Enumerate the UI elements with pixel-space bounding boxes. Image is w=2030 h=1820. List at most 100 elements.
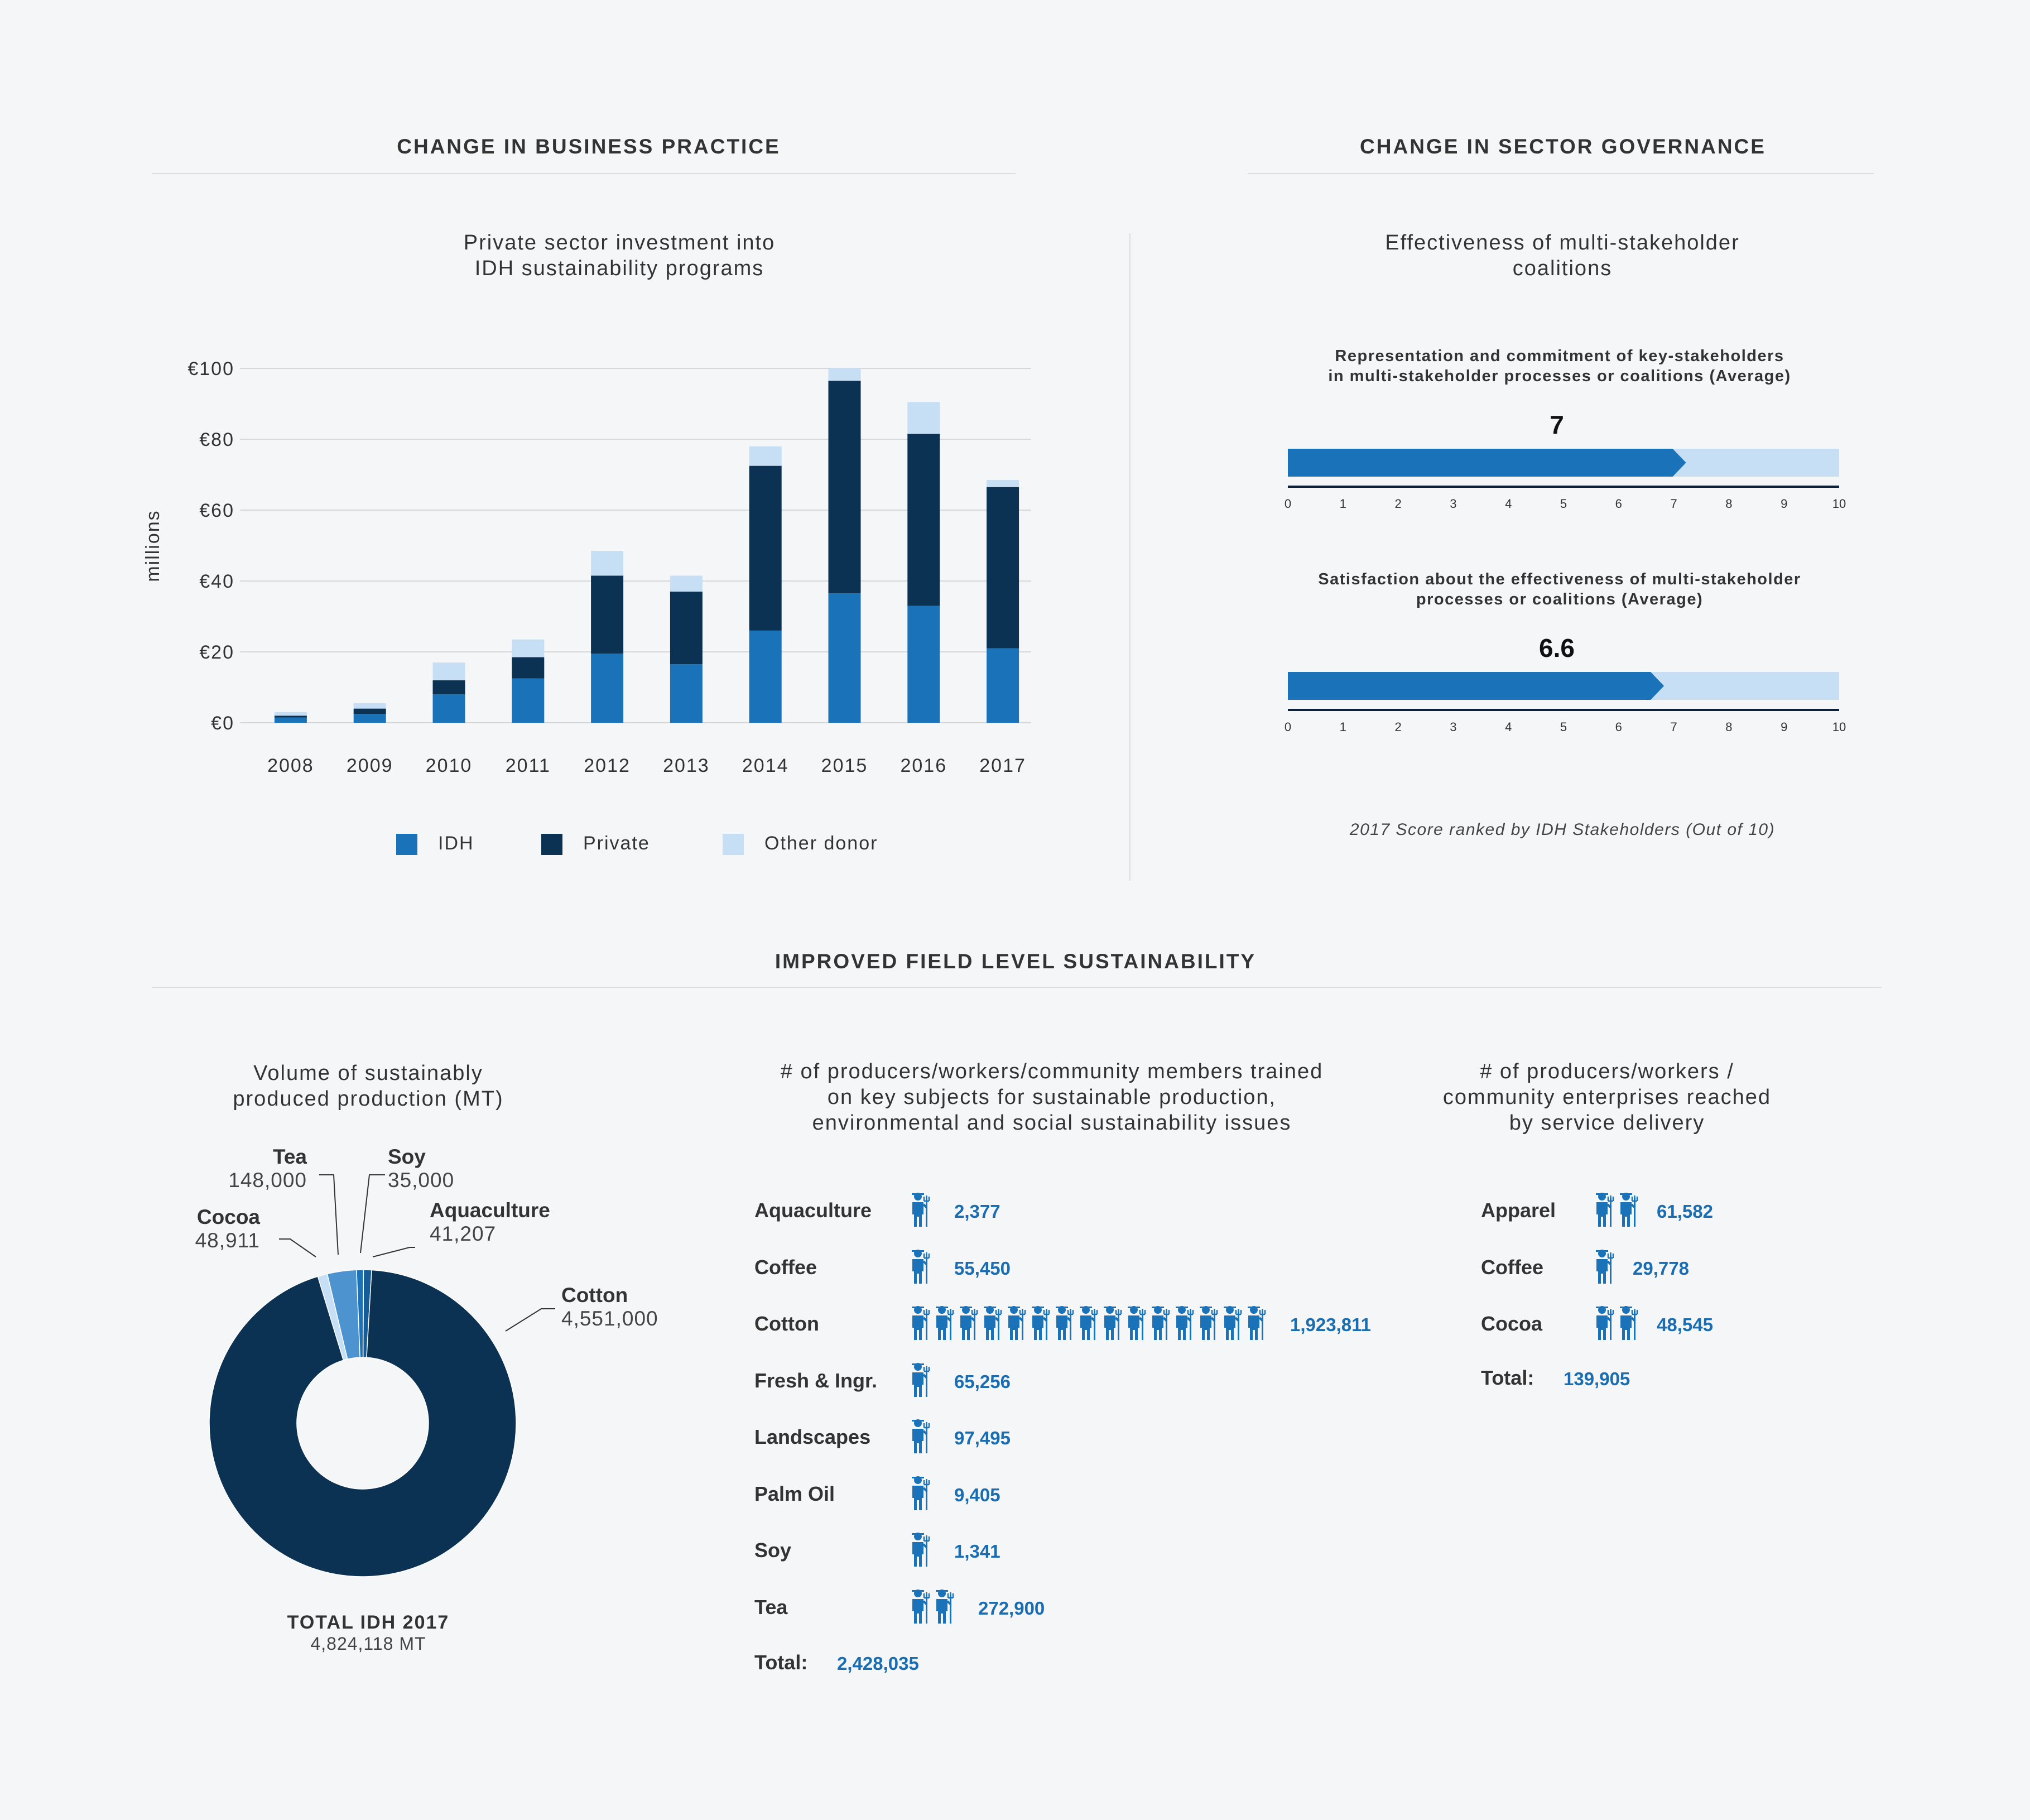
legend-swatch-private [541, 834, 562, 855]
bar-other-donor-2008 [274, 712, 307, 716]
trained-total-value: 2,428,035 [837, 1653, 919, 1674]
bar-private-2011 [512, 657, 545, 679]
bar-other-donor-2011 [512, 639, 545, 657]
cotton-leader-line [505, 1308, 555, 1332]
reached-label-cocoa: Cocoa [1481, 1312, 1543, 1335]
score-tick-label: 3 [1450, 720, 1456, 734]
x-tick-label: 2012 [584, 755, 631, 776]
score-tick-label: 7 [1670, 497, 1677, 511]
trained-value-soy: 1,341 [954, 1541, 1000, 1562]
farmer-icon [1594, 1305, 1616, 1344]
score-tick-label: 7 [1670, 720, 1677, 734]
score-bar-2: 0 1 2 3 4 5 6 7 8 9 10 [1285, 672, 1846, 734]
column-separator [1129, 233, 1131, 881]
x-tick-label: 2015 [821, 755, 868, 776]
reached-label-apparel: Apparel [1481, 1199, 1556, 1222]
reached-total-label: Total: [1481, 1366, 1534, 1389]
bar-other-donor-2009 [353, 703, 386, 709]
governance-title-line2: coalitions [1512, 257, 1613, 280]
reached-label-coffee: Coffee [1481, 1255, 1544, 1279]
pie-label-tea: Tea 148,000 [206, 1145, 307, 1192]
x-tick-label: 2017 [979, 755, 1026, 776]
business-section-title: CHANGE IN BUSINESS PRACTICE [397, 135, 781, 158]
x-tick-label: 2009 [347, 755, 393, 776]
field-section-title: IMPROVED FIELD LEVEL SUSTAINABILITY [775, 950, 1257, 973]
score-bar-2-value: 6.6 [1539, 633, 1575, 662]
score-bar-1-value: 7 [1550, 410, 1564, 439]
pie-label-cotton-name: Cotton [561, 1284, 628, 1307]
trained-title-line2: on key subjects for sustainable producti… [827, 1086, 1277, 1109]
score-tick-label: 8 [1725, 497, 1732, 511]
investment-title-line2: IDH sustainability programs [474, 257, 764, 280]
score-tick-label: 4 [1505, 720, 1512, 734]
farmer-icon [1245, 1305, 1268, 1344]
trained-label-soy: Soy [754, 1539, 792, 1562]
y-tick-label: €60 [199, 500, 234, 521]
legend-swatch-other-donor [723, 834, 744, 855]
score-fill [1288, 672, 1665, 700]
volume-total: TOTAL IDH 2017 4,824,118 MT [201, 1612, 536, 1654]
x-tick-label: 2008 [267, 755, 314, 776]
tea-leader-line [319, 1174, 339, 1255]
farmer-icon [1149, 1305, 1172, 1344]
bar-idh-2013 [670, 664, 703, 723]
score-tick-label: 6 [1615, 720, 1622, 734]
y-tick-label: €20 [199, 642, 234, 663]
trained-label-coffee: Coffee [754, 1255, 817, 1279]
pie-label-cotton: Cotton 4,551,000 [561, 1284, 658, 1331]
pie-label-soy: Soy 35,000 [388, 1145, 454, 1192]
score-fill [1288, 449, 1686, 477]
trained-value-aquaculture: 2,377 [954, 1201, 1000, 1222]
investment-bar-chart: €0 €20 €40 €60 €80 €100 millions 2008 2009 2010 20… [142, 358, 1031, 776]
y-tick-label: €40 [199, 571, 234, 592]
farmer-icon [910, 1249, 932, 1288]
score-tick-label: 2 [1394, 720, 1401, 734]
bar-other-donor-2014 [749, 446, 782, 466]
reached-value-apparel: 61,582 [1657, 1201, 1713, 1222]
bar-other-donor-2015 [828, 368, 861, 381]
farmer-icon [1054, 1305, 1076, 1344]
pie-label-soy-value: 35,000 [388, 1169, 455, 1192]
pie-label-aquaculture: Aquaculture 41,207 [430, 1199, 550, 1246]
farmer-icon [910, 1362, 932, 1401]
bar-idh-2011 [512, 678, 545, 723]
farmer-icon [910, 1589, 932, 1627]
trained-label-tea: Tea [754, 1595, 788, 1619]
legend-label-private: Private [583, 833, 650, 854]
score-bar-1-title: Representation and commitment of key-sta… [1228, 346, 1892, 386]
farmer-icon [910, 1476, 932, 1514]
bar-idh-2008 [274, 717, 307, 723]
pie-label-aquaculture-value: 41,207 [430, 1222, 497, 1245]
aquaculture-leader-line [372, 1247, 415, 1257]
farmer-icon [1125, 1305, 1148, 1344]
bar-private-2015 [828, 381, 861, 594]
score-tick-label: 4 [1505, 497, 1512, 511]
x-tick-label: 2013 [663, 755, 710, 776]
bar-private-2012 [591, 575, 624, 654]
x-tick-label: 2011 [506, 755, 551, 776]
farmer-icon [1221, 1305, 1244, 1344]
score-tick-label: 9 [1781, 497, 1787, 511]
volume-title-line2: produced production (MT) [233, 1087, 504, 1111]
score-tick-label: 9 [1781, 720, 1787, 734]
bar-other-donor-2010 [432, 662, 465, 680]
y-axis-label: millions [142, 510, 163, 582]
bar-private-2017 [987, 487, 1019, 649]
bar-private-2016 [907, 434, 940, 606]
bar-private-2010 [432, 680, 465, 695]
donut-leader-lines [279, 1174, 555, 1332]
score-tick-label: 1 [1340, 497, 1346, 511]
bar-private-2008 [274, 715, 307, 718]
score-tick-label: 0 [1285, 720, 1291, 734]
bar-idh-2012 [591, 654, 624, 723]
volume-total-label: TOTAL IDH 2017 [287, 1612, 450, 1633]
score-bar-1-title-line2: in multi-stakeholder processes or coalit… [1328, 367, 1791, 385]
legend-label-other-donor: Other donor [764, 833, 878, 854]
pie-label-cocoa-value: 48,911 [195, 1229, 260, 1252]
score-bar-2-title: Satisfaction about the effectiveness of … [1228, 569, 1892, 609]
trained-label-palm-oil: Palm Oil [754, 1482, 835, 1505]
pie-label-cocoa: Cocoa 48,911 [167, 1206, 260, 1252]
reached-total-value: 139,905 [1564, 1368, 1630, 1389]
score-tick-label: 2 [1394, 497, 1401, 511]
score-tick-label: 8 [1725, 720, 1732, 734]
